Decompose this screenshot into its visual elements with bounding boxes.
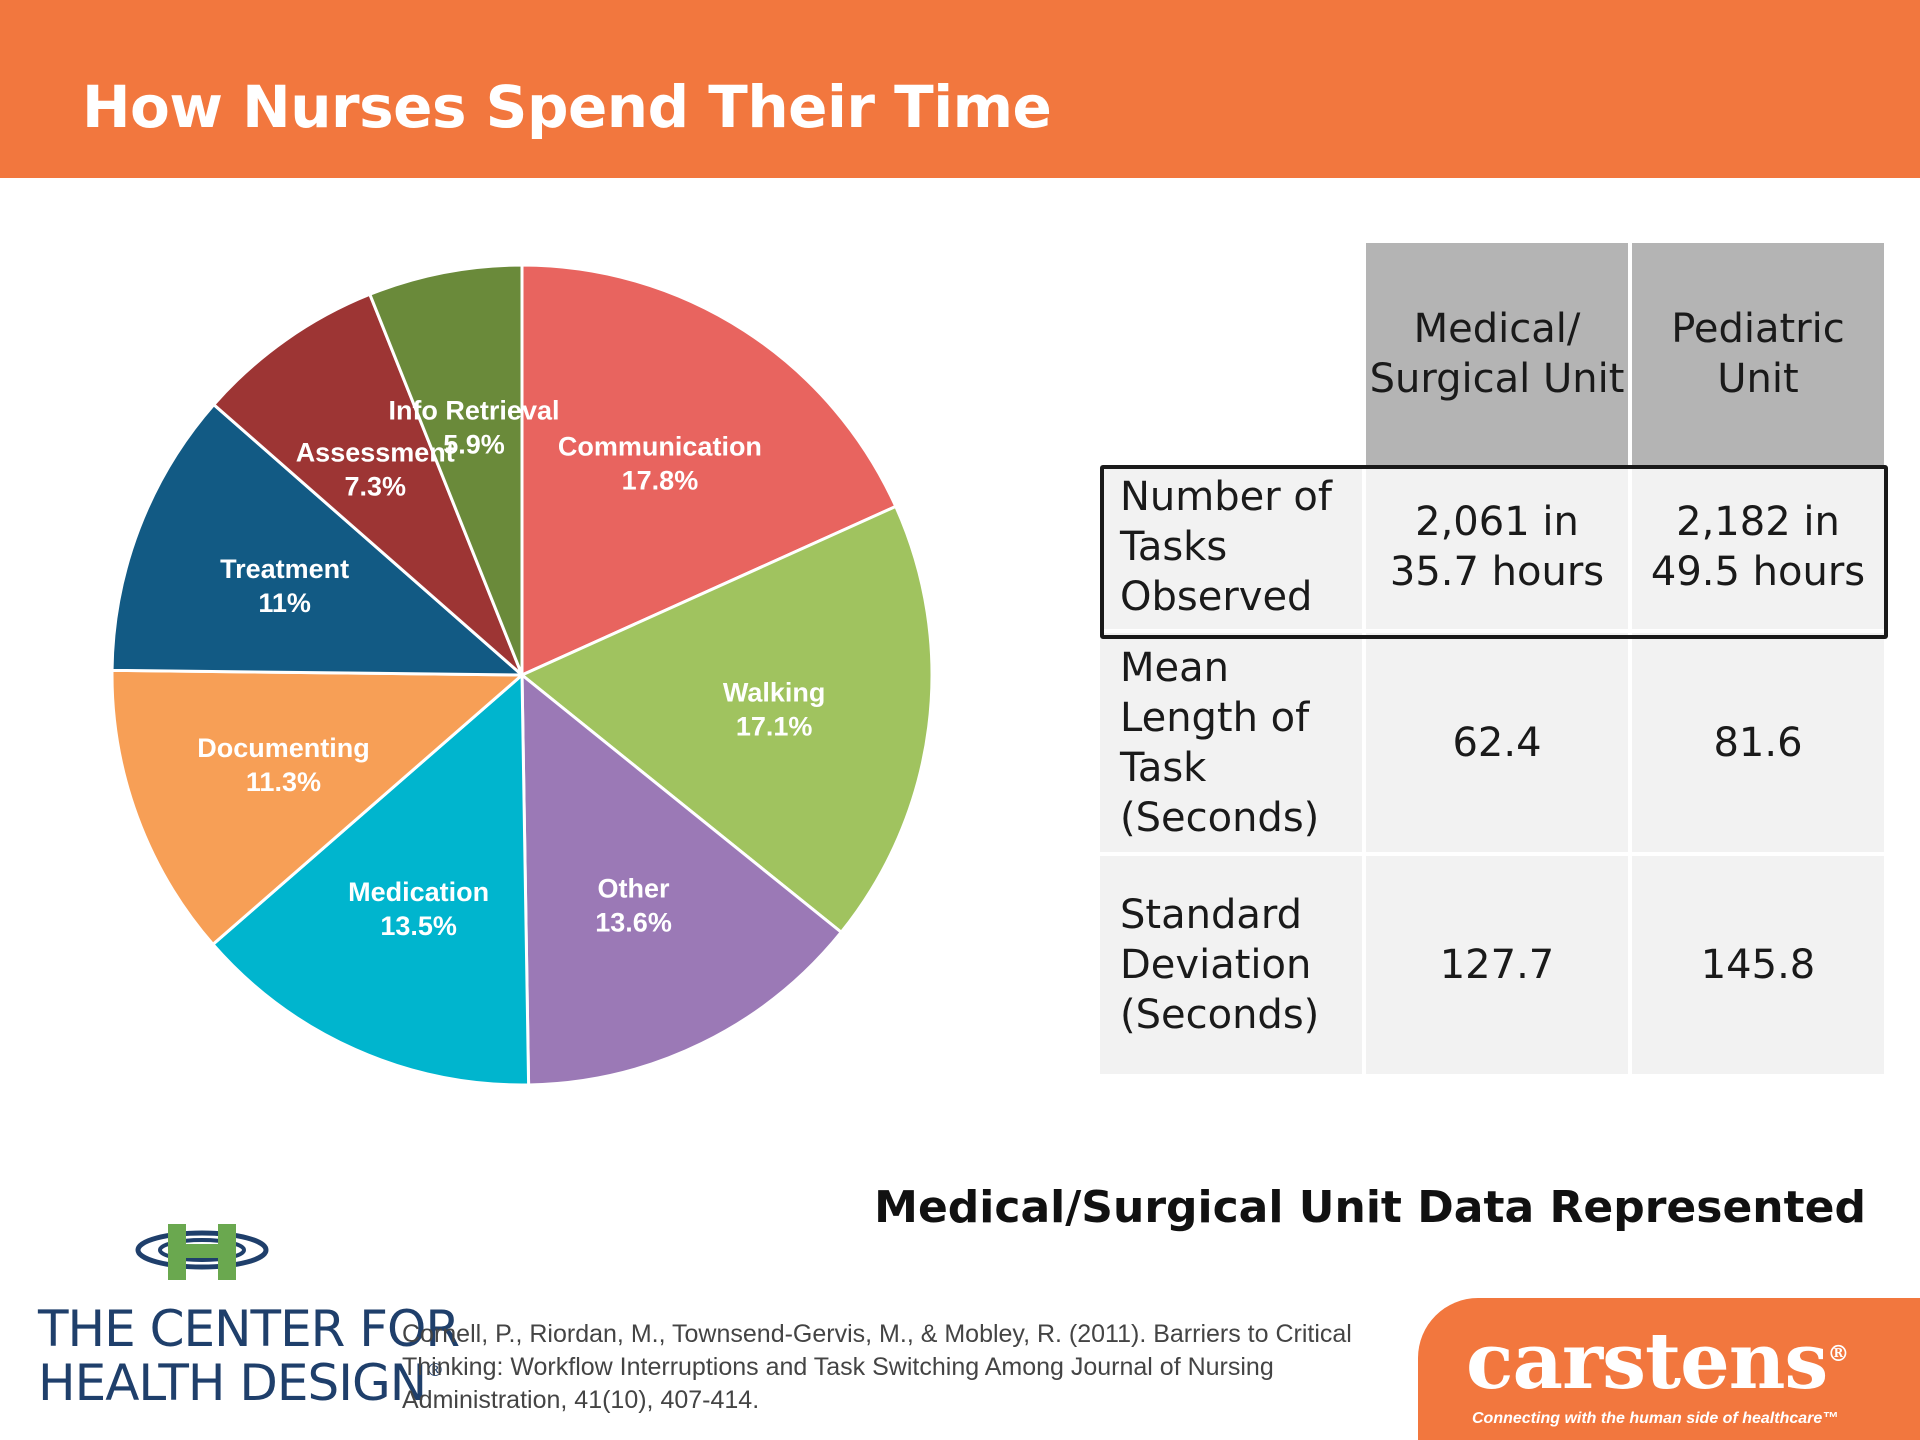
pie-label-communication: Communication 17.8% <box>558 431 762 495</box>
cell-std-medical: 127.7 <box>1366 856 1632 1078</box>
pie-slice-assessment <box>211 292 524 677</box>
pie-slice-medication <box>210 671 531 1087</box>
pie-slice-walking <box>519 504 934 935</box>
logo-registered-mark: ® <box>426 1360 444 1381</box>
logo-text-line2-main: HEALTH DESIGN <box>38 1354 427 1412</box>
citation-text: Cornell, P., Riordan, M., Townsend-Gervi… <box>402 1320 1352 1414</box>
chd-logo-icon <box>135 1224 269 1280</box>
pie-slice-treatment <box>110 402 527 677</box>
pie-slice-communication <box>520 263 898 678</box>
pie-slice-documenting <box>110 668 526 947</box>
pie-label-other: Other 13.6% <box>595 873 672 937</box>
pie-chart: Communication 17.8% Walking 17.1% Other 13.6%… <box>110 263 934 1087</box>
pie-label-walking: Walking 17.1% <box>723 677 826 741</box>
logo-text-line2: HEALTH DESIGN® <box>38 1354 444 1412</box>
cell-std-pediatric: 145.8 <box>1632 856 1888 1078</box>
pie-label-assessment: Assessment 7.3% <box>296 437 455 501</box>
row-label-std-dev: Standard Deviation (Seconds) <box>1100 856 1366 1078</box>
row-label-mean-length: Mean Length of Task (Seconds) <box>1100 633 1366 856</box>
carstens-logo: carstens® Connecting with the human side… <box>1418 1298 1920 1440</box>
pie-label-medication: Medication 13.5% <box>348 877 489 941</box>
chart-subtitle: Medical/Surgical Unit Data Represented <box>874 1182 1866 1233</box>
carstens-word: carstens <box>1466 1316 1828 1407</box>
table-header-pediatric: Pediatric Unit <box>1632 243 1888 465</box>
carstens-tagline: Connecting with the human side of health… <box>1472 1410 1839 1427</box>
table-header-empty <box>1100 243 1366 465</box>
pie-label-documenting: Documenting 11.3% <box>197 733 370 797</box>
carstens-wordmark: carstens® <box>1466 1316 1849 1407</box>
stats-table: Medical/ Surgical Unit Pediatric Unit Nu… <box>1100 243 1888 1088</box>
carstens-registered-mark: ® <box>1827 1341 1849 1367</box>
pie-slice-other <box>520 671 844 1087</box>
cell-mean-medical: 62.4 <box>1366 633 1632 856</box>
cell-mean-pediatric: 81.6 <box>1632 633 1888 856</box>
page-title: How Nurses Spend Their Time <box>82 73 1052 141</box>
logo-text-line1: THE CENTER FOR <box>38 1300 460 1358</box>
title-bar: How Nurses Spend Their Time <box>0 0 1920 178</box>
center-for-health-design-logo: THE CENTER FOR HEALTH DESIGN® <box>32 1222 460 1412</box>
cell-tasks-pediatric: 2,182 in 49.5 hours <box>1632 465 1888 633</box>
cell-tasks-medical: 2,061 in 35.7 hours <box>1366 465 1632 633</box>
table-header-medical-surgical: Medical/ Surgical Unit <box>1366 243 1632 465</box>
pie-slice-info-retrieval <box>367 263 524 676</box>
pie-label-treatment: Treatment 11% <box>220 554 349 618</box>
pie-label-info-retrieval: Info Retrieval 5.9% <box>388 395 559 459</box>
row-label-tasks-observed: Number of Tasks Observed <box>1100 465 1366 633</box>
